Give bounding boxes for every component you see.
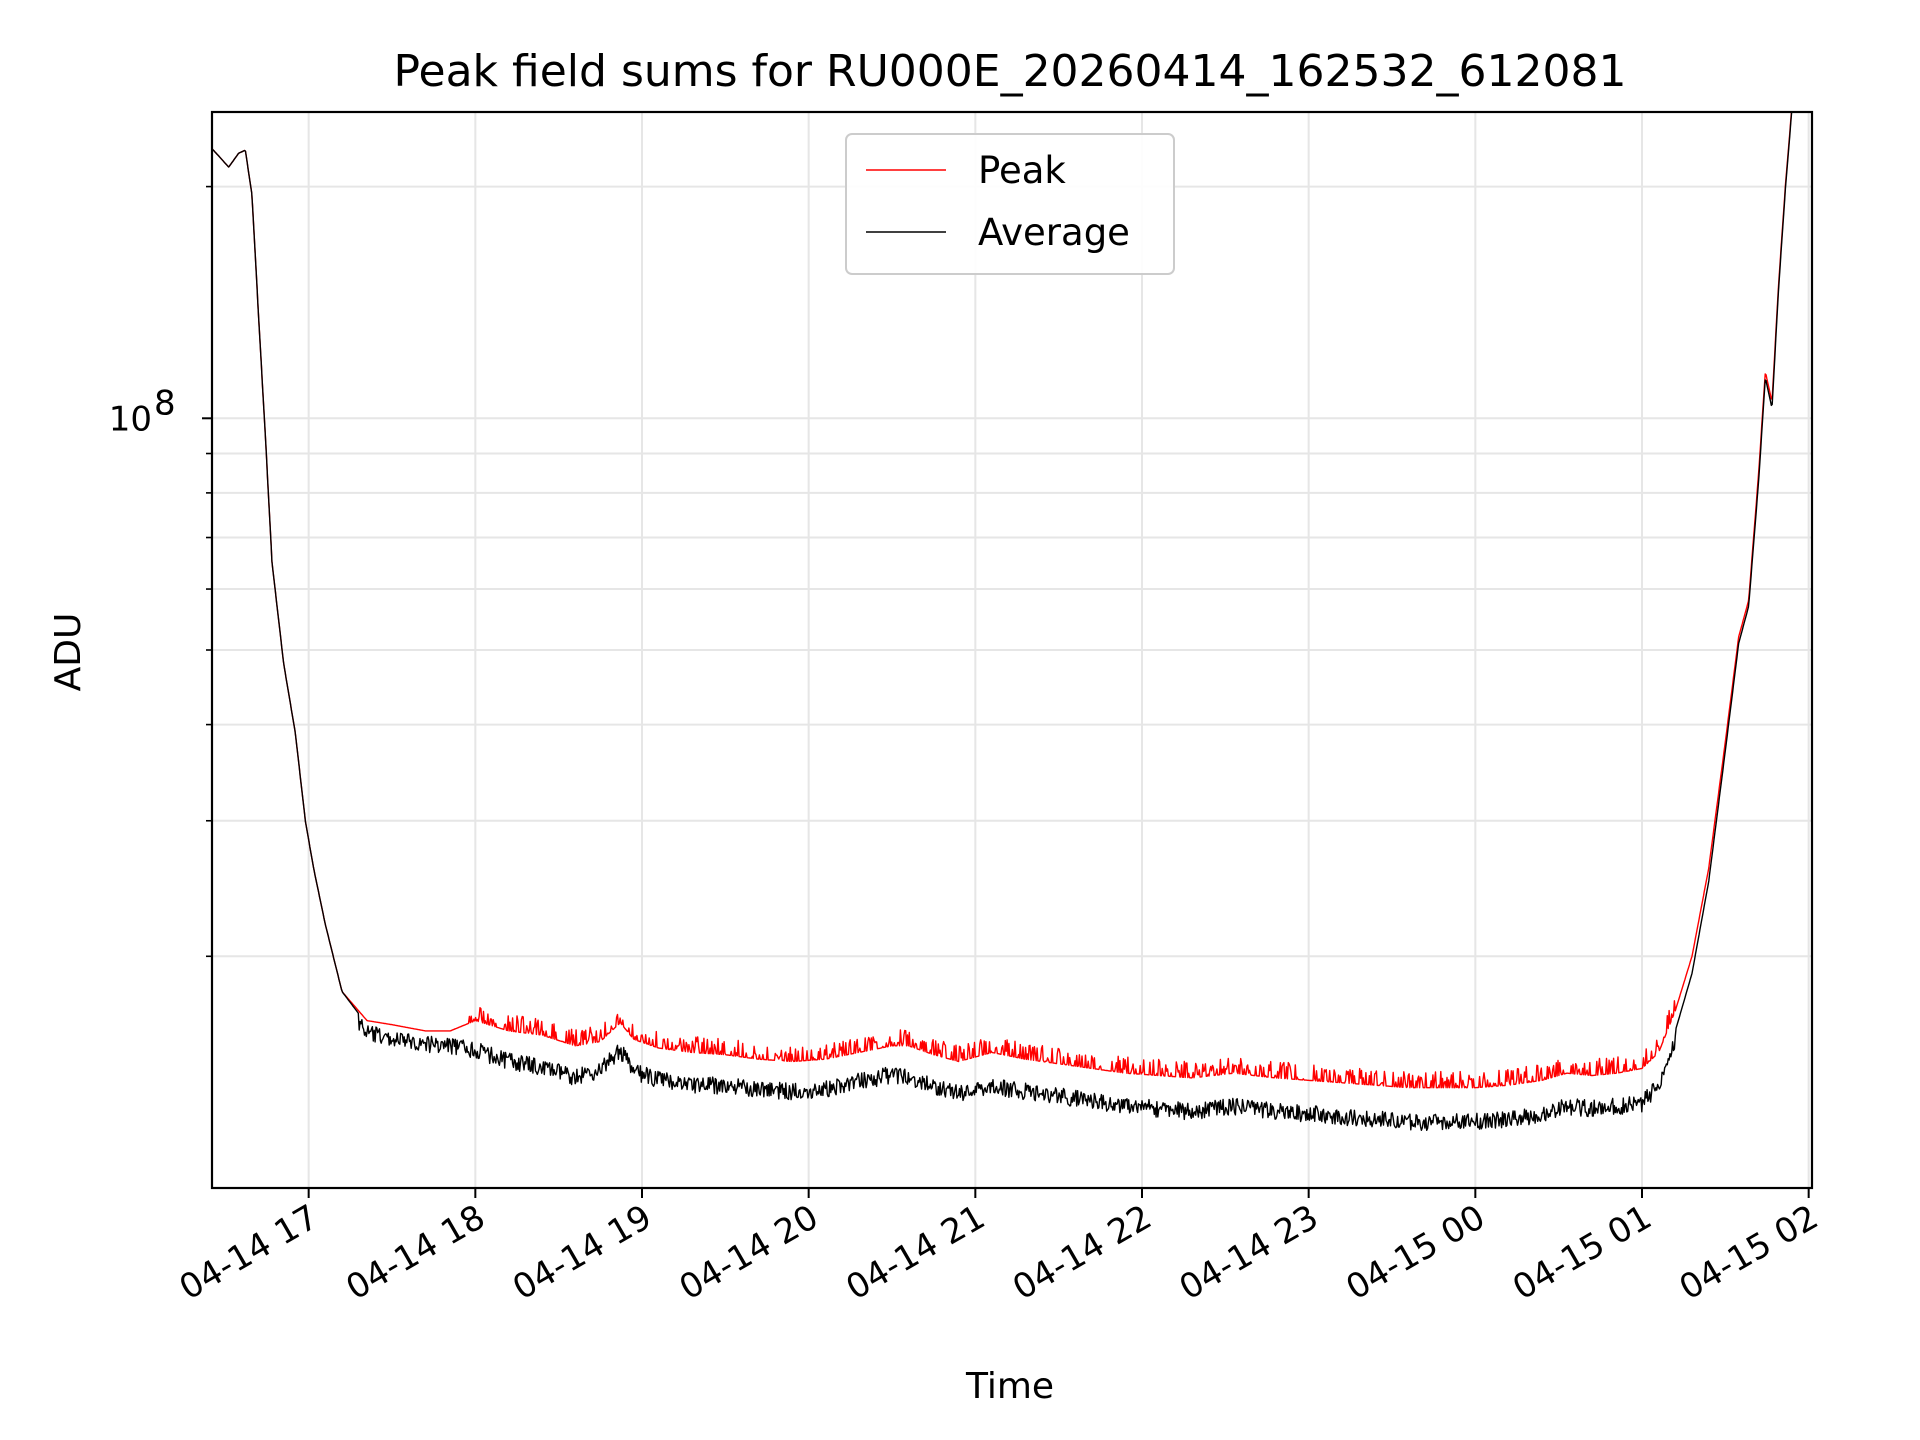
- legend-average-label: Average: [978, 211, 1130, 254]
- legend: Peak Average: [845, 133, 1175, 275]
- y-axis: 10 8: [109, 185, 212, 958]
- legend-box: [845, 133, 1175, 275]
- grid: [212, 112, 1812, 1188]
- legend-peak-label: Peak: [978, 149, 1066, 192]
- series-line-peak: [212, 112, 1793, 1089]
- x-axis-label: Time: [965, 1366, 1054, 1407]
- chart-title: Peak field sums for RU000E_20260414_1625…: [394, 46, 1627, 97]
- y-tick-label: 10: [109, 399, 152, 439]
- y-axis-label: ADU: [48, 613, 89, 692]
- series-group: [212, 112, 1793, 1131]
- series-line-average: [212, 112, 1793, 1131]
- y-tick-exponent: 8: [154, 383, 176, 423]
